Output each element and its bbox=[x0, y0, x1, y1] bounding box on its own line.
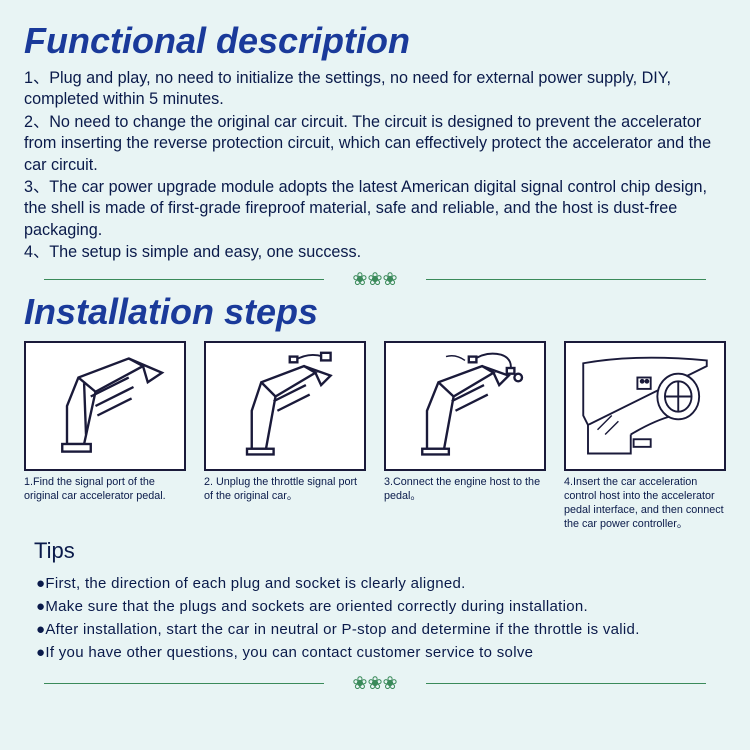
tip-item: ●First, the direction of each plug and s… bbox=[36, 572, 726, 595]
step-caption: 4.Insert the car acceleration control ho… bbox=[564, 475, 726, 531]
desc-item: 1、Plug and play, no need to initialize t… bbox=[24, 68, 726, 111]
desc-item: 2、No need to change the original car cir… bbox=[24, 112, 726, 176]
tip-item: ●If you have other questions, you can co… bbox=[36, 641, 726, 664]
step-2-illustration bbox=[204, 341, 366, 471]
step-caption: 3.Connect the engine host to the pedal。 bbox=[384, 475, 546, 503]
car-interior-icon bbox=[572, 349, 718, 463]
tips-list: ●First, the direction of each plug and s… bbox=[36, 572, 726, 665]
step-1: 1.Find the signal port of the original c… bbox=[24, 341, 186, 531]
desc-item: 3、The car power upgrade module adopts th… bbox=[24, 177, 726, 241]
step-caption: 1.Find the signal port of the original c… bbox=[24, 475, 186, 503]
step-3: 3.Connect the engine host to the pedal。 bbox=[384, 341, 546, 531]
pedal-icon bbox=[32, 349, 178, 463]
pedal-unplug-icon bbox=[212, 349, 358, 463]
desc-item: 4、The setup is simple and easy, one succ… bbox=[24, 242, 726, 263]
step-3-illustration bbox=[384, 341, 546, 471]
pedal-connect-icon bbox=[392, 349, 538, 463]
installation-steps-heading: Installation steps bbox=[24, 291, 726, 333]
ornamental-divider: ❀❀❀ bbox=[24, 673, 726, 693]
installation-steps-row: 1.Find the signal port of the original c… bbox=[24, 341, 726, 531]
step-2: 2. Unplug the throttle signal port of th… bbox=[204, 341, 366, 531]
ornamental-divider: ❀❀❀ bbox=[24, 269, 726, 289]
step-1-illustration bbox=[24, 341, 186, 471]
tip-item: ●Make sure that the plugs and sockets ar… bbox=[36, 595, 726, 618]
step-caption: 2. Unplug the throttle signal port of th… bbox=[204, 475, 366, 503]
functional-description-list: 1、Plug and play, no need to initialize t… bbox=[24, 68, 726, 263]
step-4-illustration bbox=[564, 341, 726, 471]
tip-item: ●After installation, start the car in ne… bbox=[36, 618, 726, 641]
functional-description-heading: Functional description bbox=[24, 20, 726, 62]
step-4: 4.Insert the car acceleration control ho… bbox=[564, 341, 726, 531]
tips-heading: Tips bbox=[34, 538, 726, 564]
